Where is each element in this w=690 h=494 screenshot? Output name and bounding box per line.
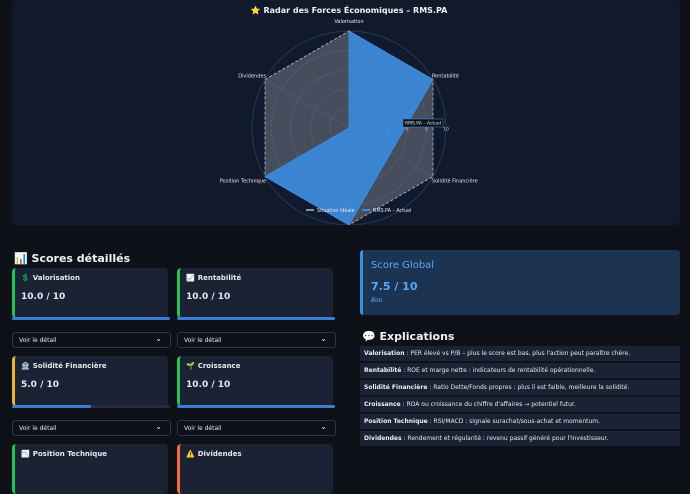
- progress-track: [12, 317, 170, 320]
- chart-panel: ⭐ Radar des Forces Économiques – RMS.PA …: [12, 0, 680, 239]
- global-title: Score Global: [371, 260, 435, 271]
- expander[interactable]: Voir le détail: [12, 420, 171, 436]
- score-card: 📈 Rentabilité 10.0 / 10: [177, 268, 333, 318]
- card-title: Rentabilité: [197, 274, 242, 282]
- card-score: 5.0 / 10: [21, 380, 60, 390]
- explanation-text: : ROE et marge nette : indicateurs de re…: [401, 367, 596, 374]
- r-tick-label: 8: [425, 127, 428, 133]
- explanation-row: Rentabilité : ROE et marge nette : indic…: [360, 363, 680, 378]
- card-icon: 🌱: [186, 362, 195, 370]
- legend-label: Situation Idéale: [317, 207, 355, 214]
- card-icon: 📉: [21, 450, 30, 458]
- axis-label: Position Technique: [220, 179, 266, 185]
- progress-bar: [177, 405, 335, 408]
- progress-track: [12, 405, 170, 408]
- hover-label: RMS.PA – Actuel: [405, 121, 441, 127]
- score-card: 🏦 Solidité Financière 5.0 / 10: [12, 356, 168, 406]
- card-title: Valorisation: [32, 274, 80, 282]
- card-name: ⚠️ Dividendes: [186, 450, 327, 458]
- card-score: 10.0 / 10: [186, 380, 231, 390]
- page: {"chart_data": {"type": "radar", "title"…: [0, 0, 690, 453]
- explanation-key: Valorisation: [364, 350, 405, 357]
- axis-label: Valorisation: [334, 19, 363, 25]
- global-value: 7.5 / 10: [371, 280, 418, 293]
- expander[interactable]: Voir le détail: [177, 420, 336, 436]
- explanation-key: Rentabilité: [364, 367, 402, 374]
- axis-label: Dividendes: [238, 74, 266, 80]
- explanation-text: : Rendement et régularité : revenu passi…: [401, 435, 609, 442]
- explanation-key: Solidité Financière: [364, 384, 428, 391]
- legend-label: RMS.PA – Actuel: [373, 208, 411, 214]
- explanation-row: Position Technique : RSI/MACD : signale …: [360, 414, 680, 429]
- card-score: 10.0 / 10: [186, 292, 231, 302]
- progress-bar: [12, 317, 170, 320]
- card-icon: 🏦: [21, 362, 30, 370]
- card-name: 💲 Valorisation: [21, 274, 162, 282]
- card-title: Position Technique: [32, 450, 108, 458]
- explanation-key: Position Technique: [364, 418, 428, 425]
- r-tick-label: 10: [443, 127, 449, 133]
- explanation-row: Valorisation : PER élevé vs P/B – plus l…: [360, 346, 680, 361]
- progress-bar: [12, 405, 91, 408]
- explanation-text: : Ratio Dette/Fonds propres : plus il es…: [427, 384, 630, 391]
- explanation-row: Solidité Financière : Ratio Dette/Fonds …: [360, 380, 680, 395]
- progress-track: [177, 405, 335, 408]
- axis-label: Solidité Financière: [432, 178, 478, 185]
- expander[interactable]: Voir le détail: [177, 332, 336, 348]
- explanation-row: Croissance : ROA ou croissance du chiffr…: [360, 397, 680, 412]
- score-card: 📉 Position Technique: [12, 444, 168, 494]
- r-tick-label: 6: [406, 127, 409, 133]
- card-title: Dividendes: [197, 450, 242, 458]
- card-score: 10.0 / 10: [21, 292, 66, 302]
- explanation-key: Dividendes: [364, 435, 402, 442]
- expander[interactable]: Voir le détail: [12, 332, 171, 348]
- score-card: 💲 Valorisation 10.0 / 10: [12, 268, 168, 318]
- card-name: 🏦 Solidité Financière: [21, 362, 162, 370]
- scores-title: 📊 Scores détaillés: [14, 252, 131, 265]
- explanation-text: : RSI/MACD : signale surachat/sous-achat…: [427, 418, 601, 425]
- axis-label: Rentabilité: [432, 73, 459, 80]
- score-card: ⚠️ Dividendes: [177, 444, 333, 494]
- card-name: 🌱 Croissance: [186, 362, 327, 370]
- explanations-title: 💬 Explications: [362, 330, 455, 343]
- explanation-key: Croissance: [364, 401, 401, 408]
- progress-track: [177, 317, 335, 320]
- card-name: 📈 Rentabilité: [186, 274, 327, 282]
- chart-title: ⭐ Radar des Forces Économiques – RMS.PA: [251, 4, 448, 15]
- radar-chart: ⭐ Radar des Forces Économiques – RMS.PA …: [220, 4, 478, 239]
- card-icon: ⚠️: [186, 450, 195, 458]
- explanation-text: : PER élevé vs P/B – plus le score est b…: [404, 350, 631, 357]
- progress-bar: [177, 317, 335, 320]
- card-title: Solidité Financière: [32, 362, 107, 370]
- hover-box: [402, 118, 444, 128]
- card-icon: 💲: [21, 274, 30, 282]
- card-name: 📉 Position Technique: [21, 450, 162, 458]
- score-card: 🌱 Croissance 10.0 / 10: [177, 356, 333, 406]
- global-rating: Bon: [371, 297, 383, 304]
- card-title: Croissance: [197, 362, 241, 370]
- explanation-text: : ROA ou croissance du chiffre d'affaire…: [400, 401, 576, 408]
- explanation-row: Dividendes : Rendement et régularité : r…: [360, 431, 680, 446]
- spoke: [264, 79, 350, 129]
- card-icon: 📈: [186, 274, 195, 282]
- global-score: Score Global 7.5 / 10 Bon: [360, 250, 680, 315]
